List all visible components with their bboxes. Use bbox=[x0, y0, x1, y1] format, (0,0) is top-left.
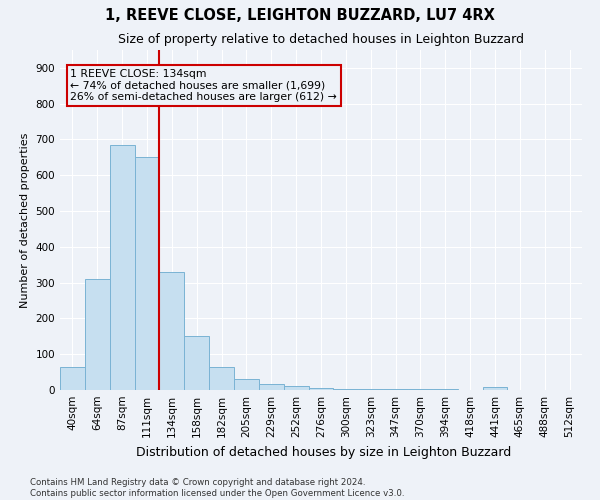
Bar bbox=[160, 272, 184, 390]
Bar bbox=[308, 388, 334, 390]
Title: Size of property relative to detached houses in Leighton Buzzard: Size of property relative to detached ho… bbox=[118, 33, 524, 46]
Bar bbox=[259, 384, 284, 390]
Bar bbox=[284, 386, 308, 390]
Bar bbox=[482, 387, 508, 390]
Text: 1, REEVE CLOSE, LEIGHTON BUZZARD, LU7 4RX: 1, REEVE CLOSE, LEIGHTON BUZZARD, LU7 4R… bbox=[105, 8, 495, 22]
Bar bbox=[209, 366, 234, 390]
Text: Distribution of detached houses by size in Leighton Buzzard: Distribution of detached houses by size … bbox=[136, 446, 512, 459]
Text: Contains HM Land Registry data © Crown copyright and database right 2024.
Contai: Contains HM Land Registry data © Crown c… bbox=[30, 478, 404, 498]
Bar bbox=[234, 380, 259, 390]
Bar bbox=[134, 158, 160, 390]
Bar bbox=[110, 145, 134, 390]
Bar bbox=[184, 336, 209, 390]
Text: 1 REEVE CLOSE: 134sqm
← 74% of detached houses are smaller (1,699)
26% of semi-d: 1 REEVE CLOSE: 134sqm ← 74% of detached … bbox=[70, 68, 337, 102]
Bar bbox=[60, 366, 85, 390]
Bar bbox=[85, 279, 110, 390]
Y-axis label: Number of detached properties: Number of detached properties bbox=[20, 132, 30, 308]
